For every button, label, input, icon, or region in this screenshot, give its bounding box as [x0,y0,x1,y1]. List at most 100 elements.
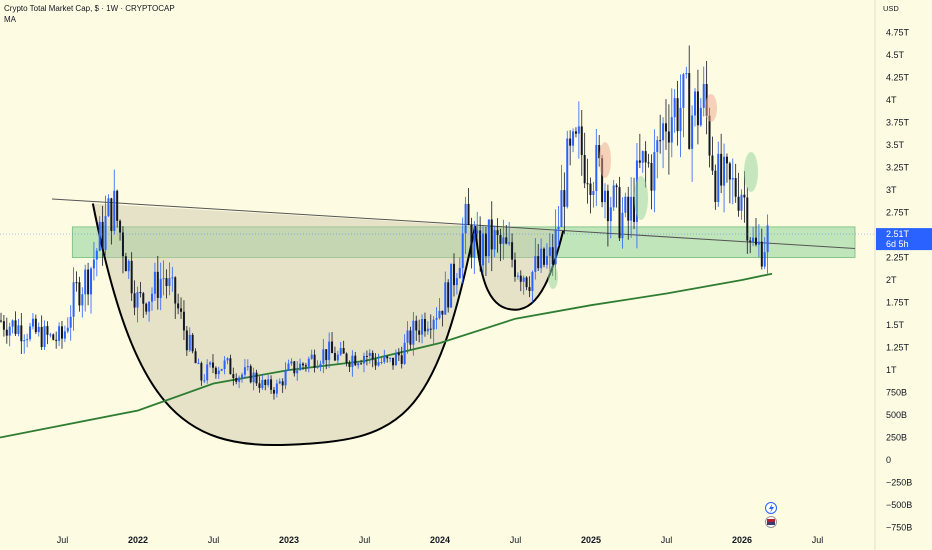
candle-body [749,240,752,243]
candle-body [691,115,694,149]
candle-body [725,156,728,164]
candle-body [264,380,267,386]
candle-body [467,203,470,225]
candle-body [101,221,104,250]
candle-body [589,183,592,195]
candle-body [696,91,699,126]
candle-body [243,367,246,375]
candle-body [153,271,156,294]
candle-body [406,330,409,343]
candle-body [246,366,249,368]
candle-body [650,163,653,191]
candle-body [43,326,46,348]
candle-body [95,250,98,260]
y-tick-label: −500B [886,500,912,510]
candle-body [354,355,357,366]
candle-body [450,263,453,308]
candle-body [525,277,528,288]
y-tick-label: 4T [886,95,897,105]
candle-body [633,196,636,222]
candle-body [290,361,293,364]
candle-body [229,358,232,375]
candle-body [484,233,487,257]
candle-body [168,278,171,286]
candle-body [383,356,386,363]
y-tick-label: 1T [886,365,897,375]
candle-body [490,219,493,250]
candle-body [307,358,310,367]
highlight-oval-retest-1 [634,176,648,220]
candle-body [392,357,395,366]
candle-body [534,256,537,272]
candle-body [69,316,72,328]
y-tick-label: 2.25T [886,253,910,263]
trendline [51,198,856,249]
x-tick-label: 2023 [279,535,299,545]
candle-body [711,155,714,171]
x-tick-label: 2026 [732,535,752,545]
candle-body [287,363,290,371]
candle-body [194,351,197,364]
candle-body [403,342,406,364]
candle-body [293,361,296,374]
candle-body [357,363,360,366]
y-tick-label: −250B [886,478,912,488]
candle-body [52,334,55,340]
candle-body [444,282,447,315]
candle-body [351,355,354,367]
candle-body [389,357,392,359]
candle-body [435,318,438,320]
candle-body [46,326,49,335]
price-badge[interactable] [876,228,932,251]
candle-body [296,370,299,374]
candle-body [664,123,667,132]
candle-body [609,207,612,222]
candle-body [574,131,577,134]
candle-body [604,190,606,203]
candle-body [757,241,760,245]
chart-title[interactable]: Crypto Total Market Cap, $ · 1W · CRYPTO… [4,4,175,13]
currency-button[interactable]: USD [883,4,899,13]
candle-body [734,178,737,197]
candle-body [702,84,705,108]
candle-body [394,352,397,366]
candle-body [81,294,84,306]
price-badge-countdown: 6d 5h [886,239,909,249]
candle-body [647,162,650,164]
candle-body [11,320,14,327]
indicator-label[interactable]: MA [4,15,16,24]
candle-body [513,259,516,277]
candle-body [360,363,363,365]
candle-body [87,269,90,295]
highlight-oval-handle [548,265,558,289]
candle-body [159,279,162,298]
candle-body [737,196,740,211]
y-tick-label: 4.5T [886,50,905,60]
candle-body [415,320,418,331]
candle-body [694,91,697,116]
candle-body [470,224,473,258]
highlight-oval-top-1 [599,142,611,178]
candle-body [60,326,63,339]
candle-body [278,381,281,384]
candle-body [226,358,229,361]
candle-body [104,216,107,250]
candle-body [220,369,223,371]
candle-body [752,237,755,243]
candle-body [368,352,371,357]
candle-body [569,138,572,146]
candle-body [92,259,95,269]
candle-body [171,277,174,279]
candle-body [63,331,66,339]
candle-body [685,73,688,75]
candle-body [37,326,40,333]
candle-body [339,348,342,355]
candle-body [116,190,119,221]
y-tick-label: 0 [886,455,891,465]
candle-body [760,241,763,267]
candle-body [412,320,415,345]
candle-body [717,153,720,202]
candle-body [348,363,351,367]
candle-body [723,156,726,186]
